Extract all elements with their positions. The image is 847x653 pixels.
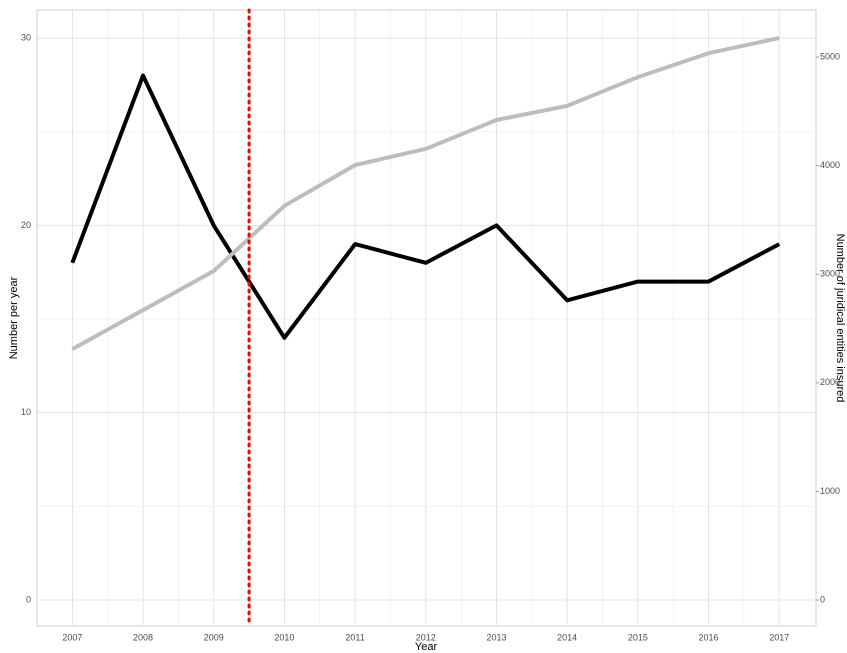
y2-tick-label: 4000 — [820, 160, 840, 170]
x-tick-label: 2007 — [62, 632, 82, 642]
y2-axis-label: Number of juridical entities insured — [834, 234, 846, 403]
x-tick-label: 2011 — [345, 632, 364, 642]
y2-tick-label: 0 — [820, 594, 825, 604]
x-tick-label: 2014 — [557, 632, 577, 642]
x-tick-label: 2015 — [628, 632, 648, 642]
y-tick-label: 0 — [26, 594, 31, 604]
y2-tick-label: 2000 — [820, 377, 840, 387]
x-axis-label: Year — [415, 641, 438, 653]
x-tick-label: 2017 — [769, 632, 789, 642]
y2-tick-label: 5000 — [820, 51, 840, 61]
y-tick-label: 10 — [21, 407, 31, 417]
x-tick-label: 2010 — [274, 632, 294, 642]
y-tick-label: 30 — [21, 32, 31, 42]
y2-tick-label: 3000 — [820, 269, 840, 279]
x-tick-label: 2013 — [486, 632, 506, 642]
x-tick-label: 2012 — [416, 632, 436, 642]
y-tick-label: 20 — [21, 220, 31, 230]
x-tick-label: 2016 — [699, 632, 719, 642]
x-tick-label: 2009 — [204, 632, 224, 642]
x-tick-label: 2008 — [133, 632, 153, 642]
y-axis-label: Number per year — [8, 276, 20, 359]
line-series — [71, 36, 780, 351]
y2-tick-label: 1000 — [820, 486, 840, 496]
panel — [36, 9, 817, 627]
line-series — [70, 73, 781, 340]
